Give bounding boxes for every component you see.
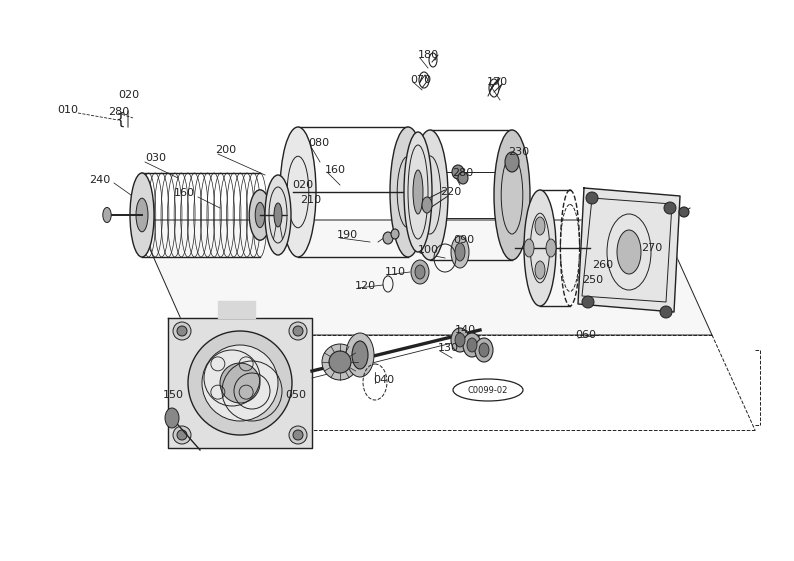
Text: 160: 160 [174,188,195,198]
Polygon shape [168,318,312,448]
Ellipse shape [136,198,148,232]
Ellipse shape [130,173,154,257]
Ellipse shape [173,322,191,340]
Text: 250: 250 [582,275,603,285]
Ellipse shape [289,426,307,444]
Ellipse shape [546,239,556,257]
Polygon shape [137,220,712,335]
Ellipse shape [617,230,641,274]
Ellipse shape [329,351,351,373]
Text: 190: 190 [337,230,358,240]
Text: 160: 160 [325,165,346,175]
Ellipse shape [391,229,399,239]
Ellipse shape [352,341,368,369]
Ellipse shape [494,130,530,260]
Text: 130: 130 [438,343,459,353]
Ellipse shape [293,430,303,440]
Ellipse shape [415,265,425,279]
Ellipse shape [451,328,469,352]
Text: 270: 270 [641,243,662,253]
Ellipse shape [177,430,187,440]
Text: 180: 180 [418,50,439,60]
Ellipse shape [390,127,426,257]
Ellipse shape [255,203,265,228]
Ellipse shape [177,326,187,336]
Ellipse shape [173,426,191,444]
Ellipse shape [455,243,465,261]
Text: 030: 030 [145,153,166,163]
Text: 100: 100 [418,245,439,255]
Polygon shape [578,188,680,312]
Polygon shape [218,301,255,318]
Text: C0099-02: C0099-02 [468,385,508,394]
Text: 220: 220 [440,187,461,197]
Ellipse shape [289,322,307,340]
Text: 200: 200 [215,145,236,155]
Ellipse shape [293,326,303,336]
Ellipse shape [479,343,489,357]
Text: 060: 060 [575,330,596,340]
Ellipse shape [274,203,282,227]
Ellipse shape [582,296,594,308]
Ellipse shape [383,232,393,244]
Ellipse shape [413,170,423,214]
Ellipse shape [467,338,477,352]
Text: 050: 050 [285,390,306,400]
Ellipse shape [412,130,448,260]
Ellipse shape [404,132,432,252]
Ellipse shape [524,239,534,257]
Ellipse shape [535,261,545,279]
Ellipse shape [102,208,111,223]
Ellipse shape [202,345,278,421]
Ellipse shape [188,331,292,435]
Ellipse shape [422,197,432,213]
Ellipse shape [463,333,481,357]
Text: 240: 240 [89,175,110,185]
Ellipse shape [535,217,545,235]
Ellipse shape [664,202,676,214]
Text: 080: 080 [308,138,330,148]
Ellipse shape [679,207,689,217]
Text: 280: 280 [452,168,473,178]
Ellipse shape [322,344,358,380]
Ellipse shape [505,152,519,172]
Ellipse shape [249,190,271,240]
Ellipse shape [524,190,556,306]
Text: 140: 140 [455,325,476,335]
Text: 090: 090 [453,235,474,245]
Ellipse shape [475,338,493,362]
Text: 120: 120 [355,281,376,291]
Ellipse shape [165,408,179,428]
Text: 110: 110 [385,267,406,277]
Text: 210: 210 [300,195,321,205]
Text: 020: 020 [118,90,139,100]
Text: 040: 040 [373,375,394,385]
Ellipse shape [452,165,464,179]
Ellipse shape [411,260,429,284]
Ellipse shape [586,192,598,204]
Ellipse shape [453,379,523,401]
Ellipse shape [660,306,672,318]
Text: {: { [115,112,125,127]
Ellipse shape [458,172,468,184]
Text: 010: 010 [57,105,78,115]
Ellipse shape [451,236,469,268]
Text: 150: 150 [163,390,184,400]
Ellipse shape [455,333,465,347]
Text: 170: 170 [487,77,508,87]
Ellipse shape [265,175,291,255]
Text: 020: 020 [292,180,313,190]
Ellipse shape [220,363,260,403]
Text: 230: 230 [508,147,529,157]
Ellipse shape [346,333,374,377]
Ellipse shape [280,127,316,257]
Text: 280: 280 [108,107,129,117]
Text: 070: 070 [410,75,431,85]
Text: 260: 260 [592,260,613,270]
